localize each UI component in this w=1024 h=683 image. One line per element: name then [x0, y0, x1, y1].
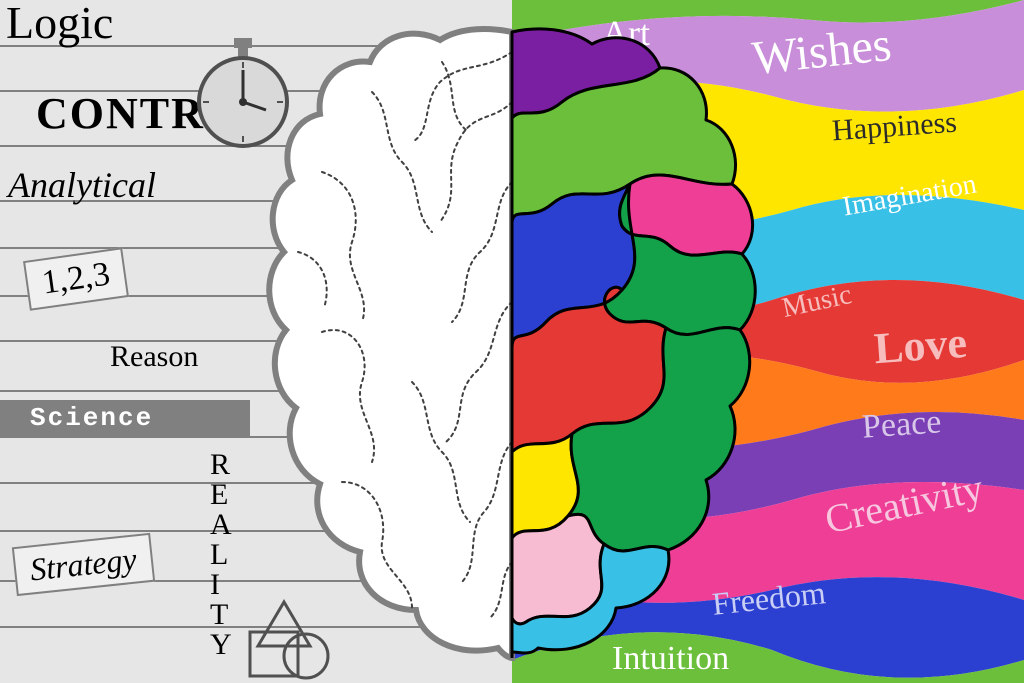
- label-numbers: 1,2,3: [40, 255, 112, 301]
- label-reality: REALITY: [210, 450, 232, 660]
- label-love: Love: [872, 317, 968, 374]
- right-hemisphere: [512, 29, 755, 653]
- brain-illustration: [262, 22, 762, 662]
- label-science: Science: [0, 403, 153, 433]
- label-peace: Peace: [861, 403, 943, 446]
- label-logic: Logic: [6, 0, 113, 49]
- label-science-band: Science: [0, 400, 250, 436]
- label-strategy: Strategy: [28, 541, 138, 588]
- label-reality-char: A: [210, 510, 232, 540]
- left-hemisphere: [269, 29, 512, 658]
- infographic-stage: Logic CONTROL Analytical 1,2,3 Reason Sc…: [0, 0, 1024, 683]
- label-strategy-card: Strategy: [12, 533, 155, 596]
- label-reality-char: L: [210, 540, 232, 570]
- label-reality-char: T: [210, 600, 232, 630]
- label-reality-char: E: [210, 480, 232, 510]
- label-reason: Reason: [110, 340, 198, 374]
- label-reality-char: R: [210, 450, 232, 480]
- label-numbers-card: 1,2,3: [23, 247, 129, 310]
- label-analytical: Analytical: [8, 164, 156, 206]
- label-reality-char: I: [210, 570, 232, 600]
- label-reality-char: Y: [210, 630, 232, 660]
